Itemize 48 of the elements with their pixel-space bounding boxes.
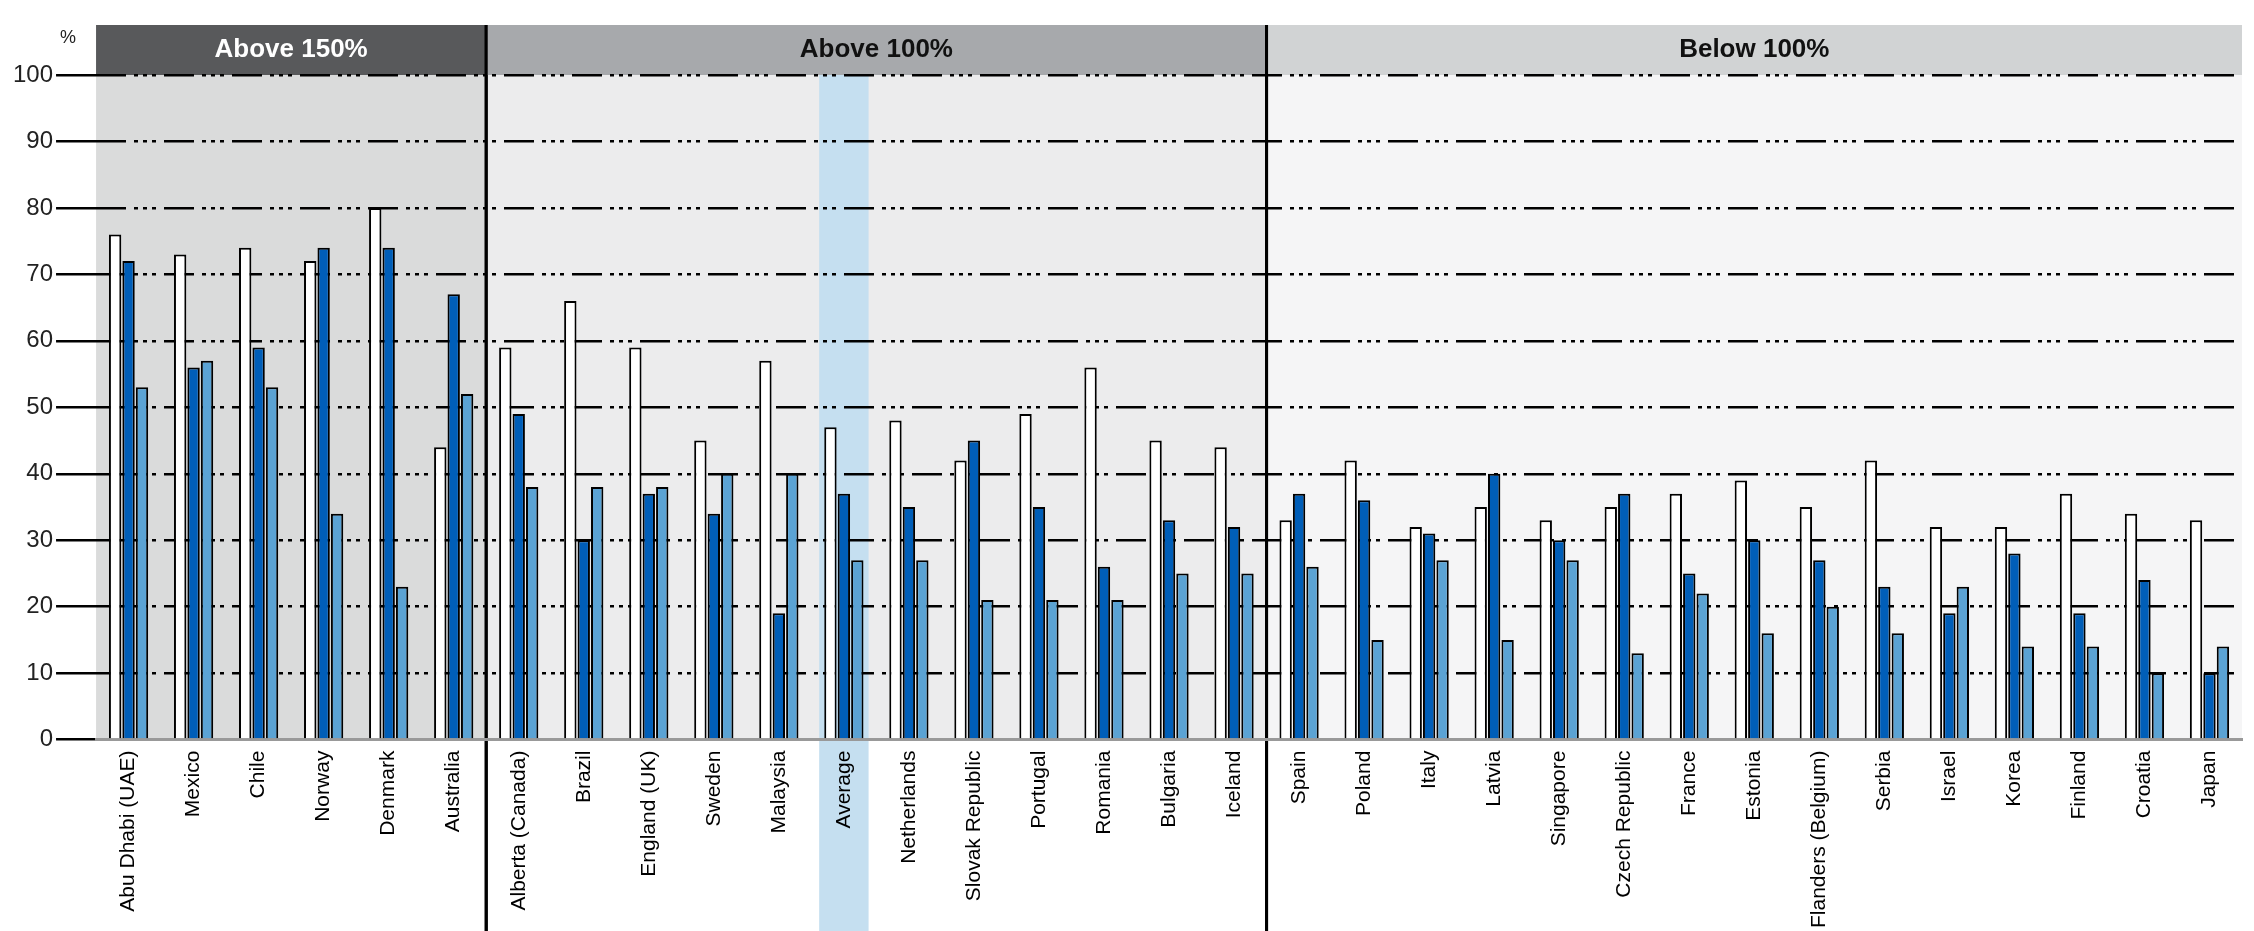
x-tick-label: Flanders (Belgium) bbox=[1806, 750, 1830, 929]
x-tick-label: England (UK) bbox=[635, 750, 659, 877]
x-tick-label: Spain bbox=[1285, 750, 1309, 805]
x-tick-label: France bbox=[1676, 750, 1700, 816]
y-tick-label: 100 bbox=[13, 59, 54, 87]
x-tick-label: Japan bbox=[2196, 750, 2220, 808]
y-tick-label: 80 bbox=[26, 192, 54, 220]
x-tick-label: Malaysia bbox=[765, 750, 789, 834]
y-tick-label: 20 bbox=[26, 591, 54, 619]
x-tick-label: Korea bbox=[2001, 750, 2025, 807]
band-label: Above 150% bbox=[214, 33, 368, 64]
y-tick-label: 60 bbox=[26, 325, 54, 353]
x-tick-label: Alberta (Canada) bbox=[505, 750, 529, 911]
x-tick-label: Israel bbox=[1936, 750, 1960, 802]
y-tick-label: 90 bbox=[26, 126, 54, 154]
x-tick-label: Croatia bbox=[2131, 750, 2155, 819]
x-tick-label: Portugal bbox=[1025, 750, 1049, 829]
x-tick-label: Australia bbox=[440, 750, 464, 833]
x-tick-label: Romania bbox=[1090, 750, 1114, 835]
x-tick-label: Bulgaria bbox=[1155, 750, 1179, 828]
y-tick-label: 0 bbox=[39, 724, 54, 752]
x-tick-label: Iceland bbox=[1220, 750, 1244, 819]
x-tick-label: Poland bbox=[1350, 750, 1374, 816]
y-tick-label: 50 bbox=[26, 391, 54, 419]
x-tick-label: Netherlands bbox=[895, 750, 919, 864]
x-tick-label: Finland bbox=[2066, 750, 2090, 820]
x-tick-label: Czech Republic bbox=[1611, 750, 1635, 898]
band-label: Below 100% bbox=[1679, 33, 1830, 64]
x-tick-label: Serbia bbox=[1871, 750, 1895, 812]
y-tick-label: 10 bbox=[26, 657, 54, 685]
x-tick-label: Latvia bbox=[1480, 750, 1504, 807]
x-tick-label: Estonia bbox=[1741, 750, 1765, 821]
y-tick-label: 70 bbox=[26, 259, 54, 287]
x-tick-label: Denmark bbox=[375, 750, 399, 836]
x-tick-label: Average bbox=[830, 750, 854, 829]
x-tick-label: Slovak Republic bbox=[960, 750, 984, 902]
x-tick-label: Chile bbox=[245, 750, 269, 799]
y-tick-label: 30 bbox=[26, 524, 54, 552]
x-tick-label: Italy bbox=[1415, 750, 1439, 790]
x-tick-label: Norway bbox=[310, 750, 334, 822]
y-axis-title: % bbox=[60, 26, 77, 47]
x-tick-label: Singapore bbox=[1545, 750, 1569, 847]
x-tick-label: Abu Dhabi (UAE) bbox=[115, 750, 139, 912]
x-tick-label: Mexico bbox=[180, 750, 204, 818]
band-label: Above 100% bbox=[799, 33, 953, 64]
y-tick-label: 40 bbox=[26, 458, 54, 486]
x-tick-label: Brazil bbox=[570, 750, 594, 804]
x-tick-label: Sweden bbox=[700, 750, 724, 827]
